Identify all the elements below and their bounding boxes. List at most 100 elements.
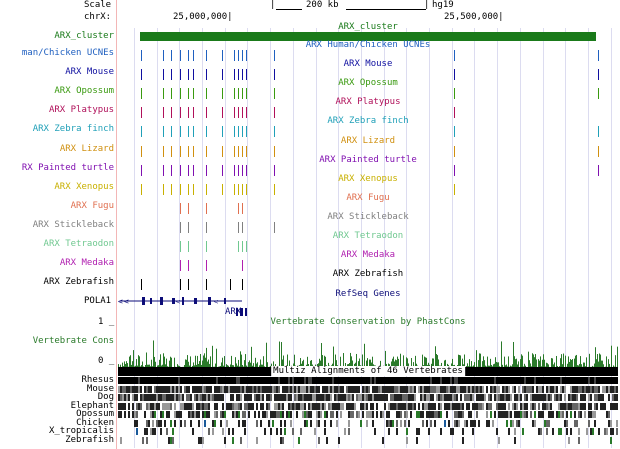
ucne-element[interactable] — [141, 146, 142, 157]
ucne-element[interactable] — [246, 107, 247, 118]
ucne-element[interactable] — [188, 260, 189, 271]
ucne-element[interactable] — [180, 165, 181, 176]
ucne-element[interactable] — [163, 50, 164, 61]
ucne-element[interactable] — [222, 69, 223, 80]
ucne-element[interactable] — [193, 88, 194, 99]
ucne-element[interactable] — [206, 50, 207, 61]
ucne-element[interactable] — [171, 88, 172, 99]
ucne-element[interactable] — [234, 146, 235, 157]
ucne-element[interactable] — [180, 126, 181, 137]
ucne-element[interactable] — [141, 50, 142, 61]
ucne-element[interactable] — [246, 69, 247, 80]
ucne-element[interactable] — [238, 69, 239, 80]
ucne-element[interactable] — [188, 146, 189, 157]
ucne-element[interactable] — [246, 50, 247, 61]
ucne-element[interactable] — [242, 222, 243, 233]
ucne-element[interactable] — [242, 165, 243, 176]
ucne-element[interactable] — [206, 222, 207, 233]
ucne-element[interactable] — [246, 146, 247, 157]
ucne-element[interactable] — [454, 50, 455, 61]
ucne-element[interactable] — [163, 107, 164, 118]
ucne-element[interactable] — [598, 126, 599, 137]
track-label-arx-medaka[interactable]: ARX Medaka — [59, 258, 114, 268]
ucne-element[interactable] — [188, 165, 189, 176]
conservation-plot[interactable] — [118, 328, 618, 368]
ucne-element[interactable] — [242, 88, 243, 99]
ucne-element[interactable] — [188, 241, 189, 252]
ucne-element[interactable] — [242, 279, 243, 290]
ucne-element[interactable] — [246, 165, 247, 176]
ucne-element[interactable] — [242, 146, 243, 157]
ucne-element[interactable] — [206, 241, 207, 252]
track-label-arx-tetraodon[interactable]: ARX Tetraodon — [43, 239, 114, 249]
ucne-element[interactable] — [242, 241, 243, 252]
ucne-element[interactable] — [454, 184, 455, 195]
ucne-element[interactable] — [180, 222, 181, 233]
ucne-element[interactable] — [230, 279, 231, 290]
ucne-element[interactable] — [171, 146, 172, 157]
ucne-element[interactable] — [234, 88, 235, 99]
multiz-species-row[interactable] — [118, 419, 618, 427]
ucne-element[interactable] — [193, 146, 194, 157]
multiz-species-row[interactable] — [118, 377, 618, 384]
ucne-element[interactable] — [206, 165, 207, 176]
ucne-element[interactable] — [171, 126, 172, 137]
ucne-element[interactable] — [171, 184, 172, 195]
ucne-element[interactable] — [193, 165, 194, 176]
ucne-element[interactable] — [188, 50, 189, 61]
multiz-species-row[interactable] — [118, 428, 618, 435]
ucne-element[interactable] — [141, 107, 142, 118]
ucne-element[interactable] — [180, 279, 181, 290]
ucne-element[interactable] — [454, 146, 455, 157]
ucne-element[interactable] — [274, 222, 275, 233]
ucne-element[interactable] — [222, 146, 223, 157]
ucne-element[interactable] — [246, 184, 247, 195]
ucne-element[interactable] — [274, 184, 275, 195]
ucne-element[interactable] — [242, 69, 243, 80]
ucne-element[interactable] — [180, 203, 181, 214]
gene-label-pola1[interactable]: POLA1 — [84, 296, 112, 306]
ucne-element[interactable] — [222, 184, 223, 195]
ucne-element[interactable] — [598, 165, 599, 176]
gene-label-arx[interactable]: ARX — [225, 307, 242, 317]
arx-cluster-feature[interactable] — [140, 32, 596, 41]
ucne-element[interactable] — [234, 107, 235, 118]
ucne-element[interactable] — [246, 241, 247, 252]
ucne-element[interactable] — [141, 88, 142, 99]
ucne-element[interactable] — [274, 146, 275, 157]
ucne-element[interactable] — [238, 241, 239, 252]
ucne-element[interactable] — [141, 69, 142, 80]
ucne-element[interactable] — [180, 50, 181, 61]
multiz-species-row[interactable] — [118, 436, 618, 444]
ucne-element[interactable] — [206, 184, 207, 195]
ucne-element[interactable] — [188, 279, 189, 290]
ucne-element[interactable] — [188, 203, 189, 214]
ucne-element[interactable] — [188, 184, 189, 195]
ucne-element[interactable] — [193, 69, 194, 80]
ucne-element[interactable] — [222, 107, 223, 118]
ucne-element[interactable] — [163, 146, 164, 157]
ucne-element[interactable] — [246, 126, 247, 137]
track-label-arx-xenopus[interactable]: ARX Xenopus — [54, 182, 114, 192]
ucne-element[interactable] — [222, 50, 223, 61]
ucne-element[interactable] — [163, 88, 164, 99]
track-label-arx-stickleback[interactable]: ARX Stickleback — [32, 220, 114, 230]
multiz-species-row[interactable] — [118, 402, 618, 410]
ucne-element[interactable] — [163, 165, 164, 176]
ucne-element[interactable] — [242, 126, 243, 137]
ucne-element[interactable] — [454, 126, 455, 137]
multiz-species-row[interactable] — [118, 411, 618, 418]
ucne-element[interactable] — [274, 107, 275, 118]
ucne-element[interactable] — [238, 203, 239, 214]
ucne-element[interactable] — [598, 88, 599, 99]
ucne-element[interactable] — [234, 165, 235, 176]
ucne-element[interactable] — [141, 279, 142, 290]
ucne-element[interactable] — [238, 88, 239, 99]
ucne-element[interactable] — [188, 107, 189, 118]
ucne-element[interactable] — [163, 126, 164, 137]
ucne-element[interactable] — [234, 184, 235, 195]
ucne-element[interactable] — [242, 260, 243, 271]
ucne-element[interactable] — [206, 69, 207, 80]
ucne-element[interactable] — [180, 88, 181, 99]
ucne-element[interactable] — [242, 107, 243, 118]
